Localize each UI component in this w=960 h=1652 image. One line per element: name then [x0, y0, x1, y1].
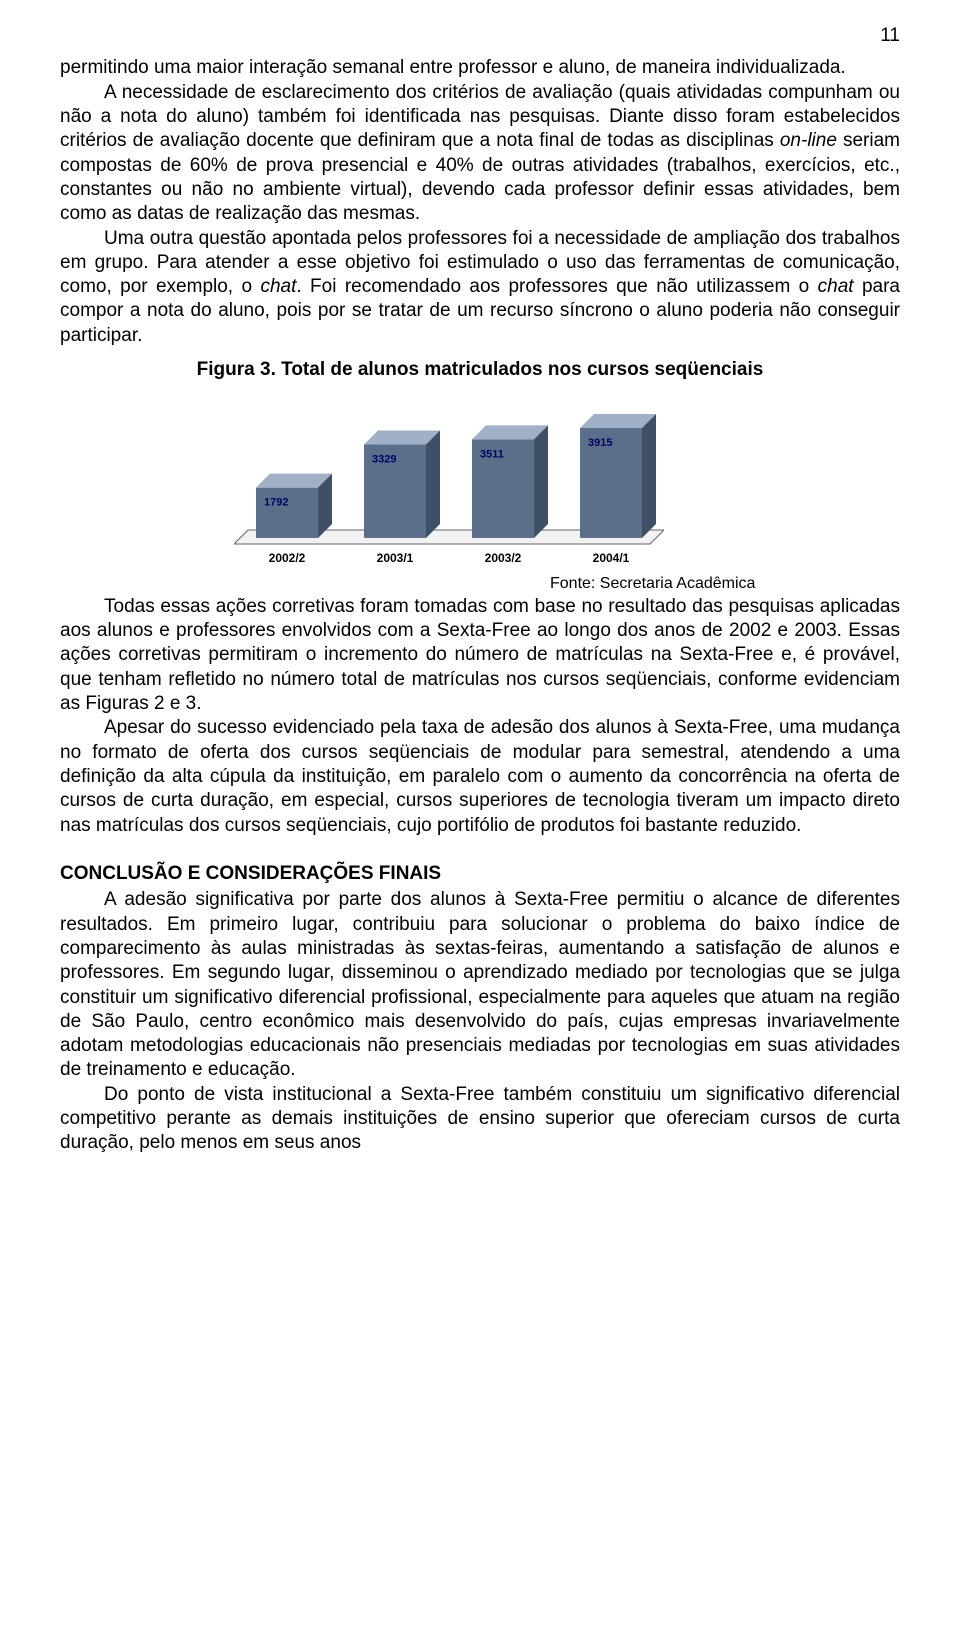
section-title: CONCLUSÃO E CONSIDERAÇÕES FINAIS — [60, 862, 900, 886]
svg-text:2004/1: 2004/1 — [593, 551, 630, 565]
figure-caption: Figura 3. Total de alunos matriculados n… — [60, 358, 900, 382]
paragraph-2a: Todas essas ações corretivas foram tomad… — [60, 595, 900, 717]
svg-text:3329: 3329 — [372, 454, 396, 466]
svg-text:3511: 3511 — [480, 449, 504, 461]
paragraph-3a: A adesão significativa por parte dos alu… — [60, 888, 900, 1083]
italic-chat-1: chat — [260, 276, 296, 297]
chart-source: Fonte: Secretaria Acadêmica — [550, 574, 900, 594]
svg-text:1792: 1792 — [264, 497, 288, 509]
paragraph-1c-mid: . Foi recomendado aos professores que nã… — [296, 276, 817, 297]
paragraph-3b: Do ponto de vista institucional a Sexta-… — [60, 1083, 900, 1156]
paragraph-1a: permitindo uma maior interação semanal e… — [60, 56, 900, 80]
svg-text:2002/2: 2002/2 — [269, 551, 306, 565]
paragraph-1b: A necessidade de esclarecimento dos crit… — [60, 81, 900, 227]
svg-text:2003/2: 2003/2 — [485, 551, 522, 565]
italic-chat-2: chat — [818, 276, 854, 297]
paragraph-1b-before: A necessidade de esclarecimento dos crit… — [60, 82, 900, 152]
paragraph-1c: Uma outra questão apontada pelos profess… — [60, 227, 900, 349]
chart-container: 1792 2002/2 3329 2003/1 3511 2003/2 3915 2004/1 — [234, 388, 664, 568]
bar-chart: 1792 2002/2 3329 2003/1 3511 2003/2 3915 2004/1 — [234, 388, 664, 568]
svg-text:3915: 3915 — [588, 437, 612, 449]
page-number: 11 — [60, 24, 900, 48]
paragraph-2b: Apesar do sucesso evidenciado pela taxa … — [60, 716, 900, 838]
svg-text:2003/1: 2003/1 — [377, 551, 414, 565]
italic-online: on-line — [780, 130, 837, 151]
